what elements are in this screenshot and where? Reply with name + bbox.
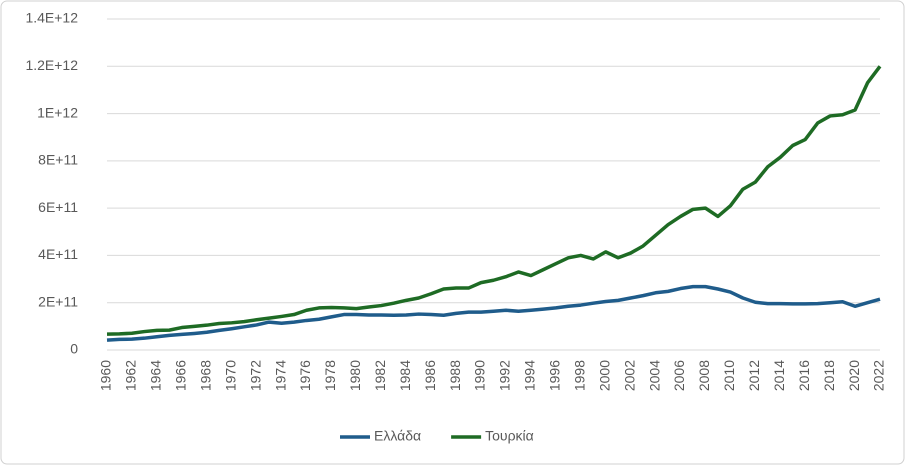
line-series: [106, 65, 882, 336]
x-tick-label: 1984: [397, 360, 413, 391]
legend-label: Τουρκία: [485, 428, 534, 444]
x-tick-label: 1992: [497, 360, 513, 391]
x-tick-label: 1982: [372, 360, 388, 391]
y-tick-label: 6E+11: [38, 199, 78, 215]
x-tick-label: 1980: [347, 360, 363, 391]
y-tick-label: 1.2E+12: [25, 57, 78, 73]
x-tick-label: 2002: [621, 360, 637, 391]
x-tick-label: 2008: [696, 360, 712, 391]
y-tick-label: 0: [70, 341, 78, 357]
x-tick-label: 2022: [871, 360, 887, 391]
x-tick-label: 1968: [197, 360, 213, 391]
x-tick-label: 2000: [596, 360, 612, 391]
y-tick-label: 2E+11: [38, 293, 78, 309]
x-tick-label: 1966: [173, 360, 189, 391]
x-tick-label: 2010: [721, 360, 737, 391]
line-series: [106, 284, 881, 342]
x-tick-label: 2004: [646, 360, 662, 391]
x-tick-label: 1988: [447, 360, 463, 391]
y-tick-label: 1E+12: [37, 104, 78, 120]
x-tick-label: 2014: [771, 360, 787, 391]
x-tick-label: 1998: [571, 360, 587, 391]
x-tick-label: 1978: [322, 360, 338, 391]
x-tick-label: 1994: [522, 360, 538, 391]
x-tick-label: 1964: [148, 360, 164, 391]
y-tick-label: 1.4E+12: [25, 10, 78, 26]
y-tick-label: 4E+11: [38, 246, 78, 262]
x-tick-label: 1970: [222, 360, 238, 391]
x-tick-label: 2018: [821, 360, 837, 391]
legend-label: Ελλάδα: [374, 428, 421, 444]
x-tick-label: 2020: [846, 360, 862, 391]
x-tick-label: 1972: [247, 360, 263, 391]
x-tick-label: 1990: [472, 360, 488, 391]
x-tick-label: 1960: [98, 360, 114, 391]
x-tick-label: 1974: [272, 360, 288, 391]
x-tick-label: 2012: [746, 360, 762, 391]
x-tick-label: 2006: [671, 360, 687, 391]
x-tick-label: 1976: [297, 360, 313, 391]
x-tick-label: 2016: [796, 360, 812, 391]
x-tick-label: 1986: [422, 360, 438, 391]
x-tick-label: 1962: [123, 360, 139, 391]
x-tick-label: 1996: [547, 360, 563, 391]
y-tick-label: 8E+11: [38, 152, 78, 168]
